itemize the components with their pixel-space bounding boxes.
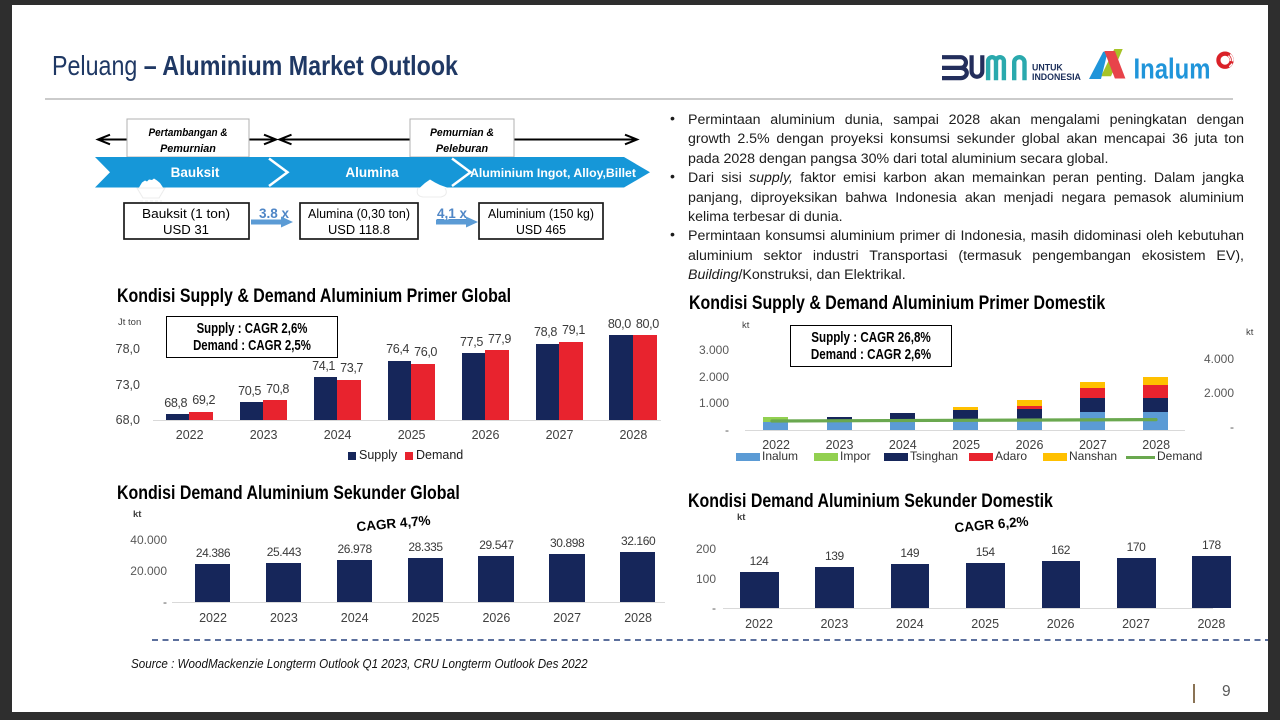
svg-text:Pemurnian: Pemurnian	[160, 143, 216, 155]
svg-text:4,1 x: 4,1 x	[437, 206, 468, 221]
svg-text:Aluminium Ingot, Alloy,Billet: Aluminium Ingot, Alloy,Billet	[470, 166, 636, 180]
svg-text:Aluminium (150 kg): Aluminium (150 kg)	[488, 206, 594, 221]
svg-text:UNTUK: UNTUK	[1032, 63, 1063, 73]
svg-text:USD 465: USD 465	[516, 222, 566, 237]
svg-text:USD 118.8: USD 118.8	[328, 222, 390, 237]
svg-text:Bauksit: Bauksit	[171, 165, 220, 180]
svg-text:USD 31: USD 31	[163, 222, 209, 237]
svg-text:Alumina (0,30 ton): Alumina (0,30 ton)	[308, 206, 410, 221]
svg-text:Pemurnian &: Pemurnian &	[430, 127, 494, 139]
svg-text:INDONESIA: INDONESIA	[1032, 72, 1082, 82]
svg-text:Alumina: Alumina	[345, 165, 399, 180]
svg-text:Peleburan: Peleburan	[436, 143, 489, 155]
svg-text:Bauksit (1 ton): Bauksit (1 ton)	[142, 206, 230, 221]
svg-text:Pertambangan &: Pertambangan &	[149, 127, 228, 139]
svg-text:Inalum: Inalum	[1134, 53, 1211, 84]
